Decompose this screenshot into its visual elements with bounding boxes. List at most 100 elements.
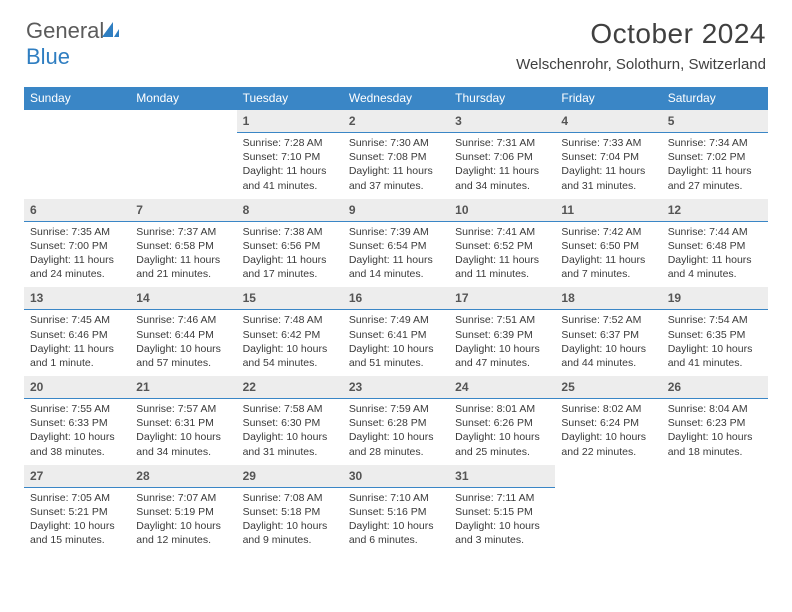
daynum-row: 9 bbox=[343, 199, 449, 222]
sunrise-text: Sunrise: 7:07 AM bbox=[136, 491, 230, 505]
calendar-cell: 29Sunrise: 7:08 AMSunset: 5:18 PMDayligh… bbox=[237, 465, 343, 554]
calendar-cell: 19Sunrise: 7:54 AMSunset: 6:35 PMDayligh… bbox=[662, 287, 768, 376]
day-number: 3 bbox=[455, 114, 462, 128]
daylight-text: Daylight: 10 hours and 15 minutes. bbox=[30, 519, 124, 547]
sunset-text: Sunset: 5:16 PM bbox=[349, 505, 443, 519]
location-text: Welschenrohr, Solothurn, Switzerland bbox=[516, 56, 766, 73]
calendar-cell: 30Sunrise: 7:10 AMSunset: 5:16 PMDayligh… bbox=[343, 465, 449, 554]
day-header: Sunday bbox=[24, 87, 130, 110]
page-header: GeneralBlue October 2024 Welschenrohr, S… bbox=[0, 0, 792, 79]
sunrise-text: Sunrise: 7:34 AM bbox=[668, 136, 762, 150]
logo-text: GeneralBlue bbox=[26, 18, 120, 70]
calendar-cell: 15Sunrise: 7:48 AMSunset: 6:42 PMDayligh… bbox=[237, 287, 343, 376]
calendar-cell: 7Sunrise: 7:37 AMSunset: 6:58 PMDaylight… bbox=[130, 199, 236, 288]
daylight-text: Daylight: 11 hours and 21 minutes. bbox=[136, 253, 230, 281]
daynum-row: 21 bbox=[130, 376, 236, 399]
calendar-cell: 1Sunrise: 7:28 AMSunset: 7:10 PMDaylight… bbox=[237, 110, 343, 199]
day-number: 27 bbox=[30, 469, 43, 483]
daylight-text: Daylight: 11 hours and 34 minutes. bbox=[455, 164, 549, 192]
daylight-text: Daylight: 10 hours and 22 minutes. bbox=[561, 430, 655, 458]
sunset-text: Sunset: 5:21 PM bbox=[30, 505, 124, 519]
sunrise-text: Sunrise: 7:44 AM bbox=[668, 225, 762, 239]
calendar-cell: 2Sunrise: 7:30 AMSunset: 7:08 PMDaylight… bbox=[343, 110, 449, 199]
calendar-cell: 8Sunrise: 7:38 AMSunset: 6:56 PMDaylight… bbox=[237, 199, 343, 288]
daylight-text: Daylight: 10 hours and 44 minutes. bbox=[561, 342, 655, 370]
daylight-text: Daylight: 10 hours and 25 minutes. bbox=[455, 430, 549, 458]
sunrise-text: Sunrise: 7:55 AM bbox=[30, 402, 124, 416]
calendar-cell: 26Sunrise: 8:04 AMSunset: 6:23 PMDayligh… bbox=[662, 376, 768, 465]
calendar-week: 20 Sunrise: 7:55 AMSunset: 6:33 PM Dayligh… bbox=[24, 376, 768, 465]
calendar-cell: 12Sunrise: 7:44 AMSunset: 6:48 PMDayligh… bbox=[662, 199, 768, 288]
daynum-row: 22 bbox=[237, 376, 343, 399]
day-number: 24 bbox=[455, 380, 468, 394]
day-number: 10 bbox=[455, 203, 468, 217]
daynum-row: 25 bbox=[555, 376, 661, 399]
logo-text-blue: Blue bbox=[26, 44, 70, 69]
sunrise-text: Sunrise: 7:57 AM bbox=[136, 402, 230, 416]
title-block: October 2024 Welschenrohr, Solothurn, Sw… bbox=[516, 18, 766, 73]
sunrise-text: Sunrise: 7:42 AM bbox=[561, 225, 655, 239]
daynum-row: 10 bbox=[449, 199, 555, 222]
day-number: 12 bbox=[668, 203, 681, 217]
calendar-week: 1Sunrise: 7:28 AMSunset: 7:10 PMDaylight… bbox=[24, 110, 768, 199]
sunset-text: Sunset: 5:15 PM bbox=[455, 505, 549, 519]
daylight-text: Daylight: 11 hours and 11 minutes. bbox=[455, 253, 549, 281]
sunset-text: Sunset: 7:04 PM bbox=[561, 150, 655, 164]
day-number: 28 bbox=[136, 469, 149, 483]
daynum-row: 1 bbox=[237, 110, 343, 133]
day-number: 14 bbox=[136, 291, 149, 305]
calendar-cell: 27Sunrise: 7:05 AMSunset: 5:21 PMDayligh… bbox=[24, 465, 130, 554]
day-number: 19 bbox=[668, 291, 681, 305]
daylight-text: Daylight: 10 hours and 47 minutes. bbox=[455, 342, 549, 370]
calendar-cell: 31Sunrise: 7:11 AMSunset: 5:15 PMDayligh… bbox=[449, 465, 555, 554]
sunrise-text: Sunrise: 7:54 AM bbox=[668, 313, 762, 327]
calendar-cell: 28Sunrise: 7:07 AMSunset: 5:19 PMDayligh… bbox=[130, 465, 236, 554]
daynum-row: 17 bbox=[449, 287, 555, 310]
daylight-text: Daylight: 10 hours and 41 minutes. bbox=[668, 342, 762, 370]
day-header: Wednesday bbox=[343, 87, 449, 110]
sunrise-text: Sunrise: 7:31 AM bbox=[455, 136, 549, 150]
day-number: 16 bbox=[349, 291, 362, 305]
daylight-text: Daylight: 10 hours and 28 minutes. bbox=[349, 430, 443, 458]
daynum-row: 19 bbox=[662, 287, 768, 310]
daynum-row: 23 bbox=[343, 376, 449, 399]
daylight-text: Daylight: 11 hours and 7 minutes. bbox=[561, 253, 655, 281]
day-number: 20 bbox=[30, 380, 43, 394]
calendar-cell: 18Sunrise: 7:52 AMSunset: 6:37 PMDayligh… bbox=[555, 287, 661, 376]
calendar-cell bbox=[555, 465, 661, 554]
sunset-text: Sunset: 7:10 PM bbox=[243, 150, 337, 164]
calendar-cell: 25Sunrise: 8:02 AMSunset: 6:24 PMDayligh… bbox=[555, 376, 661, 465]
calendar-cell: 13Sunrise: 7:45 AMSunset: 6:46 PMDayligh… bbox=[24, 287, 130, 376]
daylight-text: Daylight: 11 hours and 41 minutes. bbox=[243, 164, 337, 192]
sunrise-text: Sunrise: 7:59 AM bbox=[349, 402, 443, 416]
sunset-text: Sunset: 6:56 PM bbox=[243, 239, 337, 253]
daynum-row: 7 bbox=[130, 199, 236, 222]
day-number: 17 bbox=[455, 291, 468, 305]
daylight-text: Daylight: 11 hours and 31 minutes. bbox=[561, 164, 655, 192]
daynum-row: 6 bbox=[24, 199, 130, 222]
calendar-week: 6Sunrise: 7:35 AMSunset: 7:00 PMDaylight… bbox=[24, 199, 768, 288]
calendar-cell bbox=[130, 110, 236, 199]
sunset-text: Sunset: 6:33 PM bbox=[30, 416, 124, 430]
calendar-cell: 21Sunrise: 7:57 AMSunset: 6:31 PMDayligh… bbox=[130, 376, 236, 465]
logo-text-general: General bbox=[26, 18, 104, 43]
calendar-cell: 3Sunrise: 7:31 AMSunset: 7:06 PMDaylight… bbox=[449, 110, 555, 199]
sunrise-text: Sunrise: 7:41 AM bbox=[455, 225, 549, 239]
sunrise-text: Sunrise: 7:10 AM bbox=[349, 491, 443, 505]
daylight-text: Daylight: 10 hours and 51 minutes. bbox=[349, 342, 443, 370]
daylight-text: Daylight: 10 hours and 54 minutes. bbox=[243, 342, 337, 370]
day-header: Thursday bbox=[449, 87, 555, 110]
daynum-row: 18 bbox=[555, 287, 661, 310]
calendar-cell: 4Sunrise: 7:33 AMSunset: 7:04 PMDaylight… bbox=[555, 110, 661, 199]
day-number: 9 bbox=[349, 203, 356, 217]
calendar-cell: 14Sunrise: 7:46 AMSunset: 6:44 PMDayligh… bbox=[130, 287, 236, 376]
daynum-row: 31 bbox=[449, 465, 555, 488]
day-number: 18 bbox=[561, 291, 574, 305]
daynum-row: 4 bbox=[555, 110, 661, 133]
sunset-text: Sunset: 6:31 PM bbox=[136, 416, 230, 430]
day-header: Friday bbox=[555, 87, 661, 110]
daynum-row: 14 bbox=[130, 287, 236, 310]
calendar-week: 27Sunrise: 7:05 AMSunset: 5:21 PMDayligh… bbox=[24, 465, 768, 554]
sunrise-text: Sunrise: 7:48 AM bbox=[243, 313, 337, 327]
daylight-text: Daylight: 10 hours and 9 minutes. bbox=[243, 519, 337, 547]
